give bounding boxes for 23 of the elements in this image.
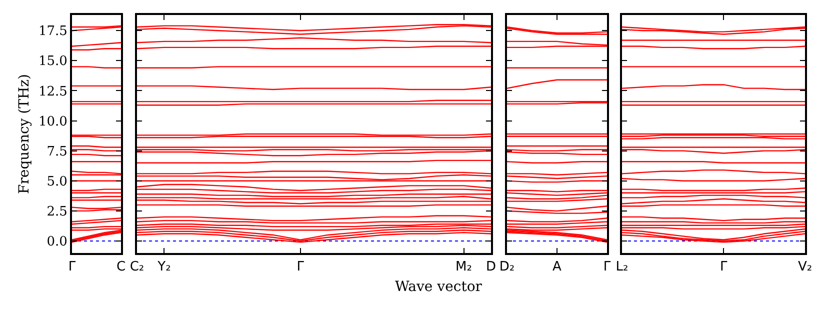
x-tick-label: Y₂	[156, 260, 171, 275]
y-tick-label: 15.0	[38, 54, 68, 70]
x-axis-title: Wave vector	[395, 279, 482, 295]
y-tick-label: 0.0	[46, 234, 68, 250]
y-tick-label: 7.5	[46, 144, 68, 160]
y-tick-label: 10.0	[38, 114, 68, 130]
x-tick-label: Γ	[603, 260, 612, 275]
y-axis-title: Frequency (THz)	[16, 74, 33, 194]
x-tick-label: Γ	[720, 260, 728, 275]
x-tick-label: Γ	[68, 260, 76, 275]
x-tick-label: D	[486, 260, 496, 275]
x-tick-label: C	[116, 260, 126, 275]
y-tick-label: 5.0	[46, 174, 68, 190]
y-tick-label: 2.5	[46, 204, 68, 220]
y-tick-label: 17.5	[38, 24, 68, 40]
x-tick-label: Γ	[296, 260, 305, 275]
y-tick-label: 12.5	[38, 84, 68, 100]
x-tick-label: M₂	[456, 260, 472, 275]
x-tick-label: L₂	[616, 260, 628, 275]
x-tick-label: A	[552, 260, 562, 275]
x-tick-label: V₂	[798, 260, 812, 275]
x-tick-label: D₂	[499, 260, 515, 275]
x-tick-label: C₂	[130, 260, 144, 275]
